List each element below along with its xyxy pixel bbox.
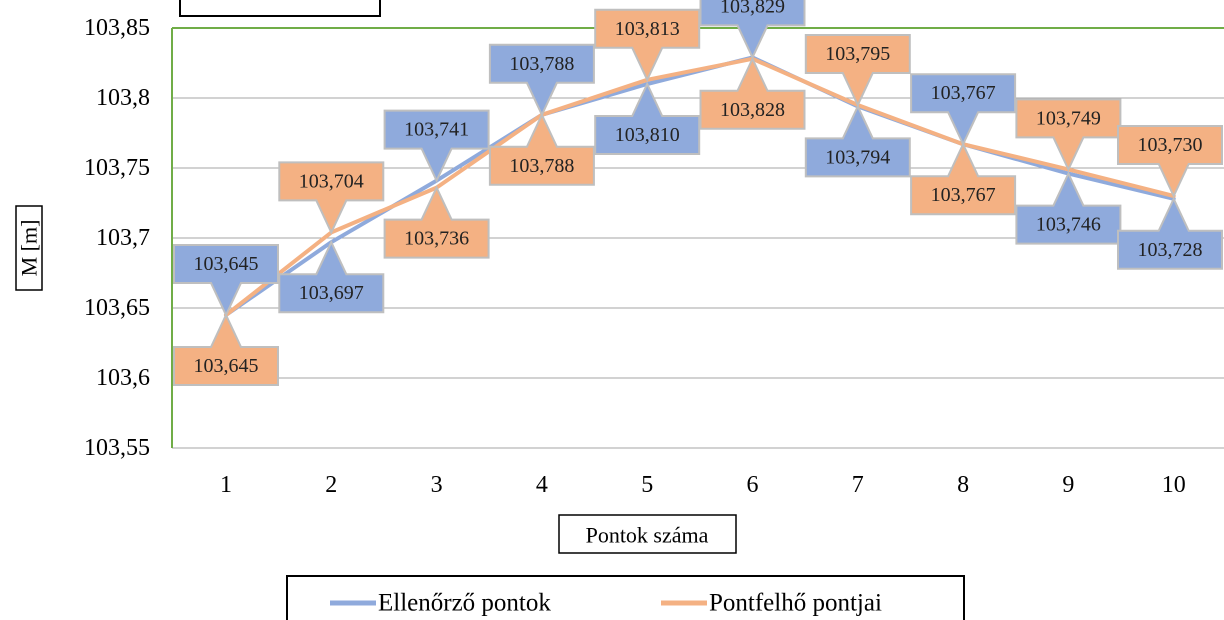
series-lines (224, 55, 1176, 317)
data-label: 103,746 (1015, 171, 1122, 245)
data-label-callout (699, 56, 806, 130)
data-label-text: 103,730 (1138, 134, 1203, 156)
data-label: 103,810 (594, 81, 701, 155)
x-axis-title: Pontok száma (558, 514, 737, 554)
x-tick-label: 1 (220, 472, 232, 498)
y-tick-label: 103,8 (96, 85, 150, 111)
data-label-text: 103,794 (825, 146, 890, 168)
data-label-text: 103,828 (720, 99, 785, 121)
data-label-callout (594, 81, 701, 155)
data-label-text: 103,736 (404, 228, 469, 250)
data-label-text: 103,788 (509, 53, 574, 75)
data-label-callout (594, 8, 701, 83)
data-label-text: 103,767 (931, 184, 996, 206)
data-label-callout (278, 161, 385, 235)
data-label-text: 103,645 (194, 253, 259, 275)
data-label-callout (278, 239, 385, 314)
data-label-callout (1117, 196, 1223, 270)
data-label-text: 103,746 (1036, 214, 1101, 236)
data-label-callout (1015, 171, 1122, 245)
y-tick-label: 103,7 (96, 225, 150, 251)
x-tick-label: 10 (1162, 472, 1186, 498)
data-label: 103,767 (910, 73, 1017, 147)
data-label-callout (699, 0, 806, 60)
data-label-text: 103,810 (615, 124, 680, 146)
data-label: 103,645 (173, 244, 279, 318)
data-label-text: 103,829 (720, 0, 785, 17)
x-tick-label: 4 (536, 472, 548, 498)
y-tick-label: 103,65 (84, 295, 150, 321)
data-label-text: 103,795 (825, 43, 890, 65)
data-label-text: 103,728 (1138, 239, 1203, 261)
data-label: 103,788 (488, 43, 595, 118)
data-label-text: 103,767 (931, 82, 996, 104)
data-label: 103,728 (1117, 196, 1223, 270)
data-label-callout (1015, 98, 1122, 172)
data-label-text: 103,704 (299, 170, 364, 192)
data-label-callout (173, 244, 279, 318)
data-label: 103,704 (278, 161, 385, 235)
data-label: 103,794 (804, 104, 911, 178)
data-label: 103,645 (173, 312, 279, 386)
chart-title-box (179, 0, 381, 17)
data-label: 103,788 (488, 112, 595, 186)
x-tick-label: 2 (325, 472, 337, 498)
data-label-callout (488, 43, 595, 118)
data-label: 103,697 (278, 239, 385, 314)
data-label: 103,829 (699, 0, 806, 60)
data-label: 103,749 (1015, 98, 1122, 172)
y-tick-label: 103,55 (84, 435, 150, 461)
y-axis-title: M [m] (15, 205, 43, 291)
data-label-text: 103,813 (615, 18, 680, 40)
series-line-pontfelho (224, 56, 1176, 317)
data-label-text: 103,645 (194, 355, 259, 377)
y-tick-label: 103,85 (84, 15, 150, 41)
legend: Ellenőrző pontok Pontfelhő pontjai (286, 575, 965, 620)
data-label: 103,730 (1117, 125, 1223, 199)
legend-label-ellenorzo: Ellenőrző pontok (378, 590, 551, 617)
x-tick-label: 7 (852, 472, 864, 498)
data-label: 103,795 (804, 34, 911, 108)
data-label-text: 103,749 (1036, 107, 1101, 129)
data-label-text: 103,697 (299, 282, 364, 304)
data-label: 103,741 (383, 109, 490, 183)
data-label-callout (173, 312, 279, 386)
data-label: 103,813 (594, 8, 701, 83)
y-tick-label: 103,6 (96, 365, 150, 391)
data-label-callout (383, 109, 490, 183)
data-label-text: 103,788 (509, 155, 574, 177)
x-tick-label: 9 (1062, 472, 1074, 498)
x-tick-label: 8 (957, 472, 969, 498)
data-label: 103,767 (910, 141, 1017, 216)
data-label-callout (1117, 125, 1223, 199)
y-tick-label: 103,75 (84, 155, 150, 181)
x-tick-label: 3 (431, 472, 443, 498)
y-axis-tick-labels: 103,55 103,6 103,65 103,7 103,75 103,8 103,85 (84, 15, 150, 461)
data-label-text: 103,741 (404, 119, 469, 141)
x-axis-tick-labels: 1 2 3 4 5 6 7 8 9 10 (220, 472, 1186, 498)
x-tick-label: 5 (641, 472, 653, 498)
data-label-callout (383, 185, 490, 259)
data-label-callout (804, 104, 911, 178)
legend-box (286, 575, 965, 620)
data-label-callout (910, 141, 1017, 216)
data-label-callouts: 103,645 103,697 103,741 103,788 103,810 103,8… (173, 0, 1223, 386)
data-label-callout (804, 34, 911, 108)
data-label: 103,828 (699, 56, 806, 130)
y-axis-title-text: M [m] (17, 220, 42, 277)
data-label-callout (910, 73, 1017, 147)
data-label-callout (488, 112, 595, 186)
data-label: 103,736 (383, 185, 490, 259)
x-axis-title-text: Pontok száma (586, 523, 709, 548)
legend-label-pontfelho: Pontfelhő pontjai (709, 590, 882, 617)
x-tick-label: 6 (747, 472, 759, 498)
